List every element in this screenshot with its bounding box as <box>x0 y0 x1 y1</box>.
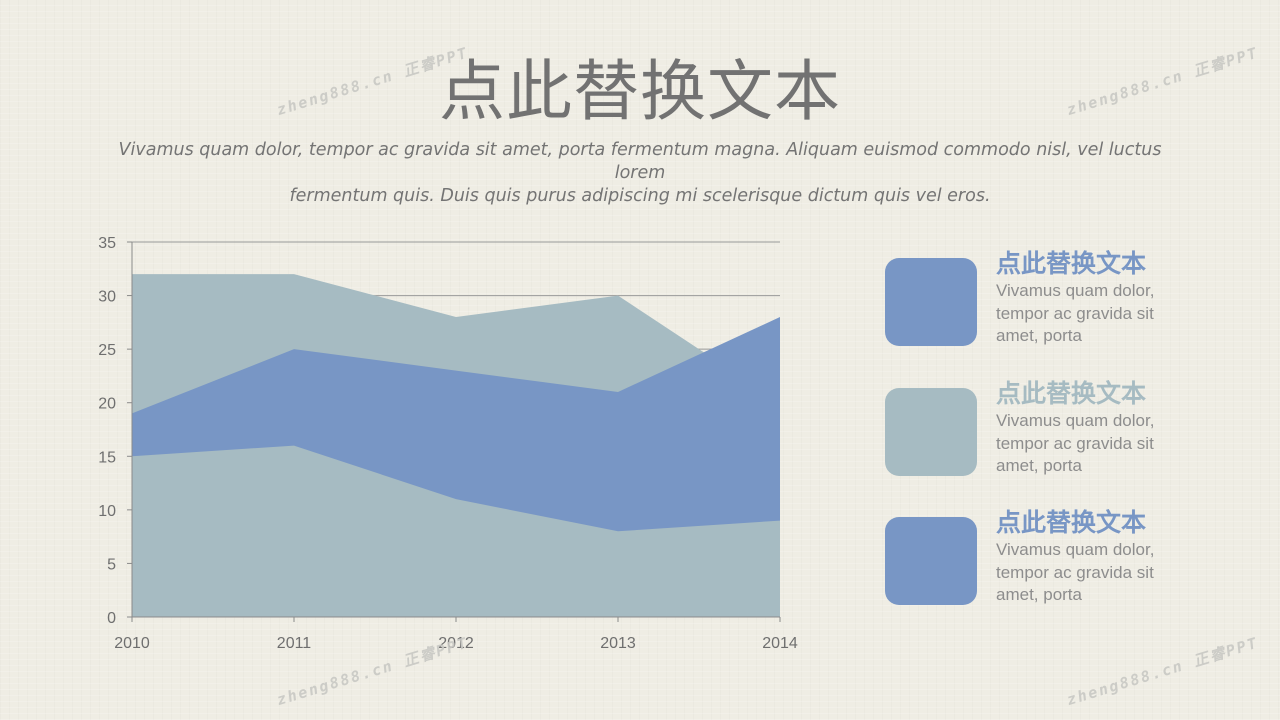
y-tick-label: 20 <box>98 396 116 413</box>
y-tick-label: 10 <box>98 503 116 520</box>
y-tick-label: 25 <box>98 342 116 359</box>
subtitle-line-2: fermentum quis. Duis quis purus adipisci… <box>289 186 991 206</box>
legend-text-1: Vivamus quam dolor, tempor ac gravida si… <box>996 281 1155 345</box>
subtitle-line-1: Vivamus quam dolor, tempor ac gravida si… <box>118 140 1162 183</box>
legend-item-3: 点此替换文本 Vivamus quam dolor, tempor ac gra… <box>885 508 1185 607</box>
legend-item-2: 点此替换文本 Vivamus quam dolor, tempor ac gra… <box>885 379 1185 478</box>
legend-title-2: 点此替换文本 <box>996 379 1147 408</box>
legend-text-2: Vivamus quam dolor, tempor ac gravida si… <box>996 411 1155 475</box>
legend-title-3: 点此替换文本 <box>996 508 1147 537</box>
x-tick-label: 2014 <box>762 635 798 652</box>
x-tick-label: 2013 <box>600 635 636 652</box>
legend-swatch-3 <box>885 517 977 605</box>
y-tick-label: 30 <box>98 289 116 306</box>
legend-text-3: Vivamus quam dolor, tempor ac gravida si… <box>996 540 1155 604</box>
y-tick-label: 0 <box>107 610 116 627</box>
legend-swatch-2 <box>885 388 977 476</box>
x-tick-label: 2011 <box>277 635 312 652</box>
y-tick-label: 35 <box>98 235 116 252</box>
y-tick-label: 15 <box>98 449 116 466</box>
page-title: 点此替换文本 <box>439 53 841 130</box>
x-tick-label: 2010 <box>114 635 150 652</box>
legend-title-1: 点此替换文本 <box>996 249 1147 278</box>
area-series-3 <box>132 445 780 617</box>
y-tick-label: 5 <box>107 556 116 573</box>
x-tick-label: 2012 <box>438 635 474 652</box>
page-subtitle: Vivamus quam dolor, tempor ac gravida si… <box>100 139 1180 208</box>
legend-swatch-1 <box>885 258 977 346</box>
legend-item-1: 点此替换文本 Vivamus quam dolor, tempor ac gra… <box>885 249 1185 348</box>
